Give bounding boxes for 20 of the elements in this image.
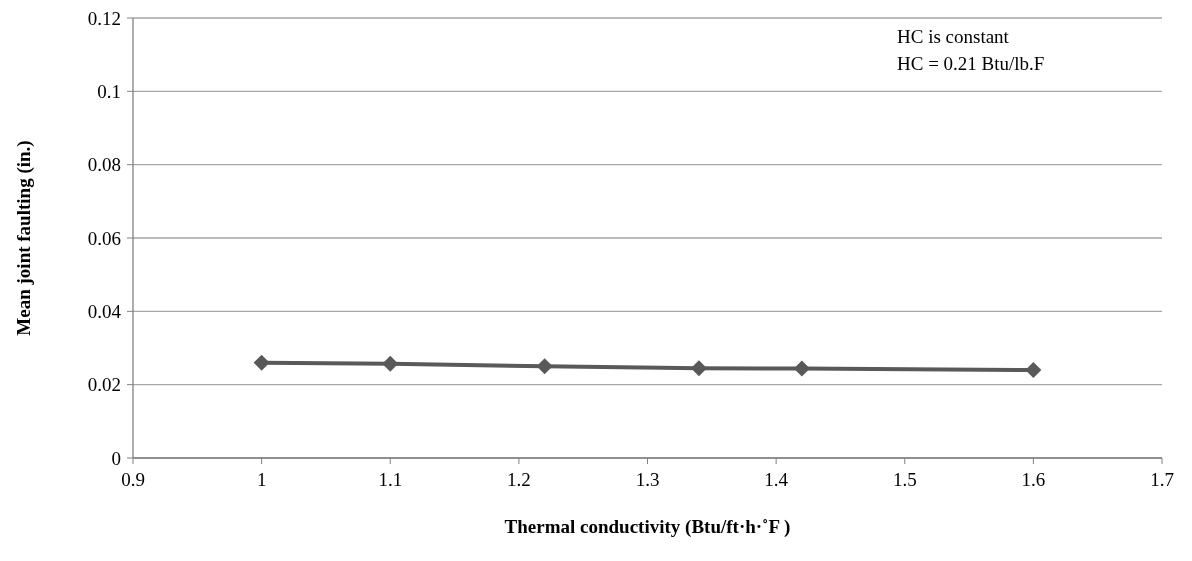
y-tick-label: 0.1 bbox=[97, 80, 121, 102]
x-axis-title: Thermal conductivity (Btu/ft·h·˚F ) bbox=[504, 516, 791, 538]
annotation: HC is constant bbox=[897, 26, 1010, 47]
y-tick-label: 0.06 bbox=[87, 227, 121, 249]
x-tick-label: 1.7 bbox=[1150, 469, 1174, 490]
y-tick-label: 0.04 bbox=[87, 300, 122, 322]
x-tick-label: 1 bbox=[256, 469, 267, 490]
x-tick-label: 1.3 bbox=[635, 469, 660, 490]
y-tick-label: 0.08 bbox=[87, 154, 121, 176]
x-tick-label: 1.1 bbox=[378, 469, 403, 490]
y-axis-title: Mean joint faulting (in.) bbox=[13, 140, 35, 336]
x-tick-label: 1.2 bbox=[507, 469, 531, 490]
annotation: HC = 0.21 Btu/lb.F bbox=[897, 53, 1045, 74]
y-tick-label: 0.02 bbox=[87, 374, 121, 396]
x-tick-label: 1.4 bbox=[764, 469, 789, 490]
x-tick-label: 1.5 bbox=[892, 469, 917, 490]
y-tick-label: 0.12 bbox=[87, 7, 121, 29]
y-tick-label: 0 bbox=[111, 447, 121, 469]
x-tick-label: 0.9 bbox=[121, 469, 145, 490]
x-tick-label: 1.6 bbox=[1021, 469, 1046, 490]
